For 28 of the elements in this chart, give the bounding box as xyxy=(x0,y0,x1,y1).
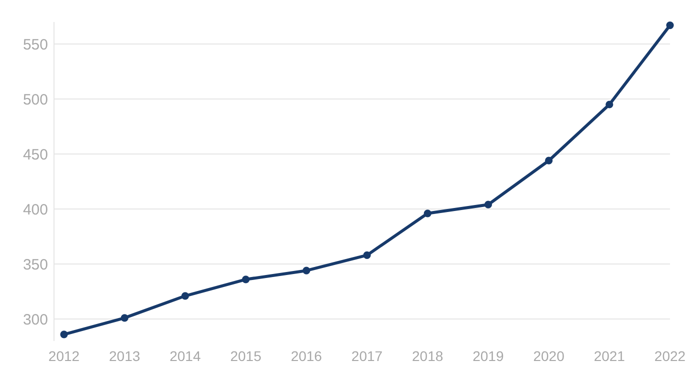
y-tick-label: 300 xyxy=(22,311,48,328)
x-tick-label: 2019 xyxy=(472,348,504,364)
x-tick-label: 2014 xyxy=(170,348,201,364)
point xyxy=(484,200,492,208)
point xyxy=(181,292,189,300)
point xyxy=(302,266,310,274)
point xyxy=(666,22,674,30)
point xyxy=(424,210,432,218)
point xyxy=(60,330,68,338)
point xyxy=(545,156,553,164)
y-tick-label: 500 xyxy=(22,91,48,108)
y-tick-label: 400 xyxy=(22,201,48,218)
x-tick-label: 2012 xyxy=(48,348,80,364)
x-tick-label: 2020 xyxy=(533,348,565,364)
point xyxy=(606,100,614,108)
x-tick-label: 2022 xyxy=(654,348,686,364)
y-tick-label: 350 xyxy=(22,256,48,274)
x-tick-label: 2017 xyxy=(351,348,383,364)
x-tick-label: 2018 xyxy=(412,348,444,364)
x-tick-label: 2015 xyxy=(230,348,262,364)
y-tick-label: 550 xyxy=(22,36,48,54)
point xyxy=(242,276,250,284)
point xyxy=(363,251,371,259)
x-tick-label: 2021 xyxy=(594,348,626,364)
x-tick-label: 2016 xyxy=(290,348,322,364)
point xyxy=(120,314,128,322)
y-tick-label: 450 xyxy=(22,146,48,164)
x-tick-label: 2013 xyxy=(109,348,140,364)
